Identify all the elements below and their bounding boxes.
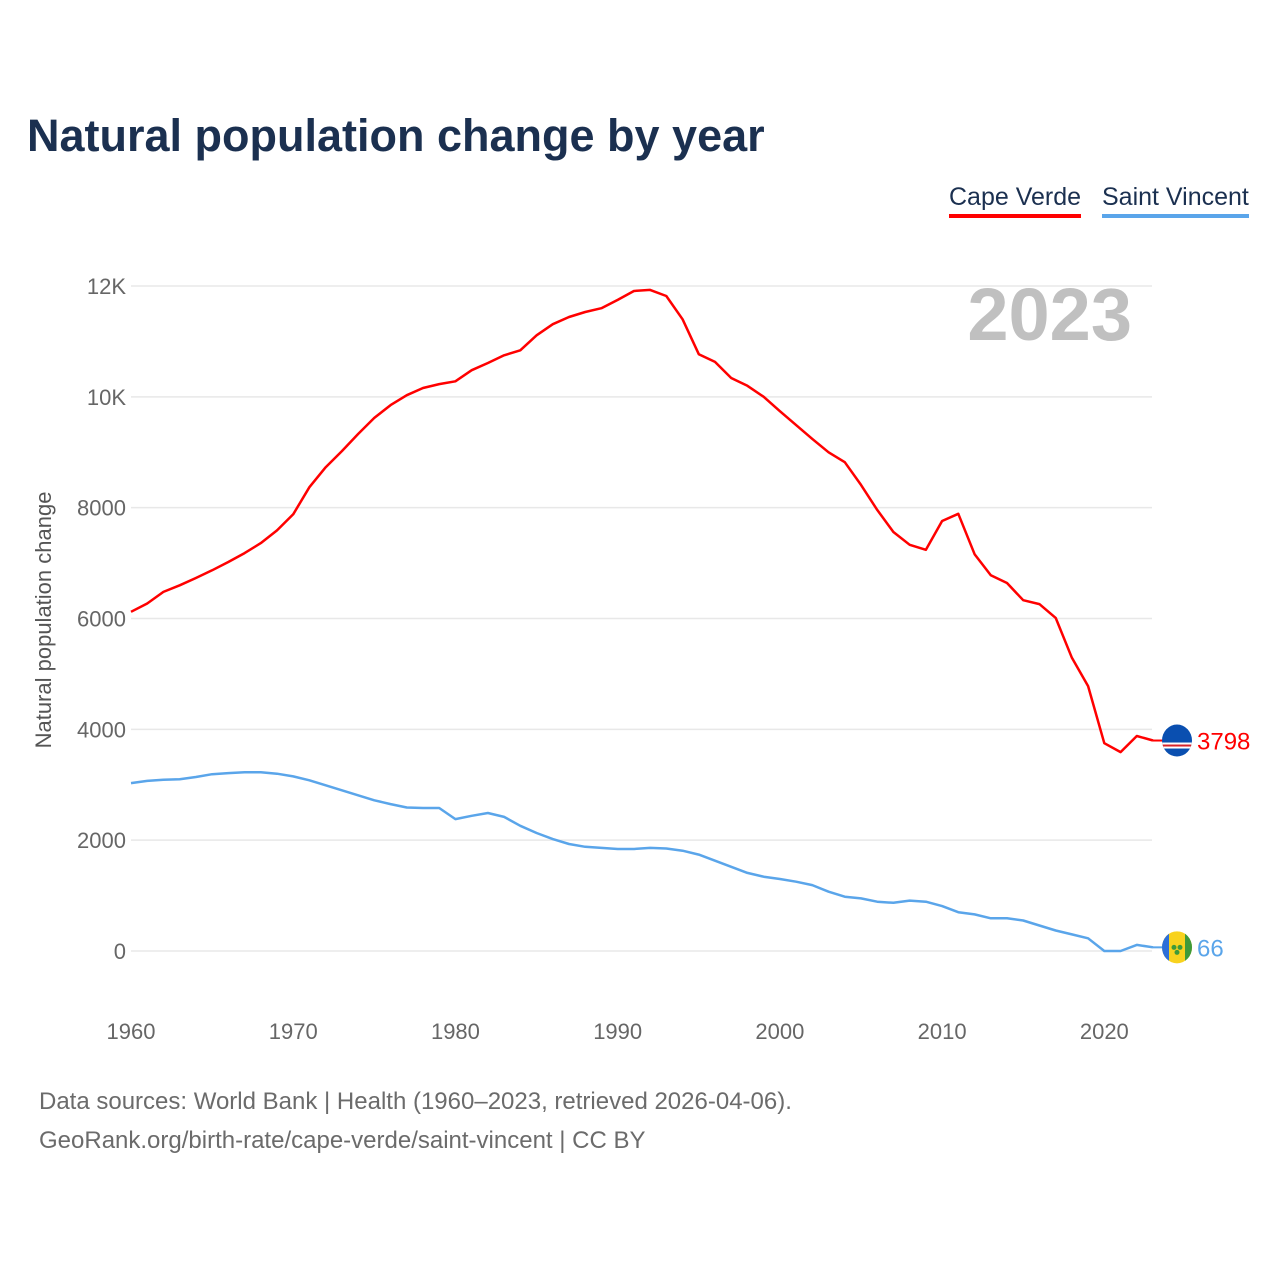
- end-value-label: 66: [1197, 935, 1224, 962]
- chart-title: Natural population change by year: [27, 110, 765, 161]
- y-tick-label: 6000: [77, 607, 126, 632]
- y-tick-label: 12K: [87, 274, 126, 299]
- y-tick-label: 4000: [77, 717, 126, 742]
- year-watermark: 2023: [967, 273, 1132, 356]
- footer-sources: Data sources: World Bank | Health (1960–…: [39, 1088, 792, 1115]
- grid-lines: [131, 285, 1152, 952]
- x-tick-label: 1960: [107, 1019, 156, 1044]
- y-tick-label: 10K: [87, 385, 126, 410]
- cape-verde-flag-icon: [1162, 724, 1192, 757]
- y-tick-label: 2000: [77, 828, 126, 853]
- series-end-markers: 3798 66: [1153, 724, 1250, 964]
- footer-link[interactable]: GeoRank.org/birth-rate/cape-verde/saint-…: [39, 1127, 646, 1154]
- y-axis-ticks: 0 2000 4000 6000 8000 10K 12K: [77, 274, 126, 964]
- x-tick-label: 1970: [269, 1019, 318, 1044]
- x-tick-label: 2020: [1080, 1019, 1129, 1044]
- x-tick-label: 1990: [593, 1019, 642, 1044]
- x-tick-label: 1980: [431, 1019, 480, 1044]
- legend-item-cape-verde[interactable]: Cape Verde: [949, 183, 1082, 218]
- x-tick-label: 2010: [918, 1019, 967, 1044]
- series-lines: [130, 288, 1154, 953]
- x-axis-ticks: 1960 1970 1980 1990 2000 2010 2020: [107, 1019, 1129, 1044]
- y-tick-label: 8000: [77, 496, 126, 521]
- saint-vincent-flag-icon: [1162, 931, 1192, 964]
- series-line-saint-vincent[interactable]: [130, 771, 1154, 953]
- legend-item-saint-vincent[interactable]: Saint Vincent: [1102, 183, 1249, 218]
- series-line-cape-verde[interactable]: [130, 288, 1154, 754]
- y-tick-label: 0: [114, 939, 126, 964]
- end-value-label: 3798: [1197, 729, 1250, 756]
- x-tick-label: 2000: [755, 1019, 804, 1044]
- y-axis-label: Natural population change: [31, 492, 56, 749]
